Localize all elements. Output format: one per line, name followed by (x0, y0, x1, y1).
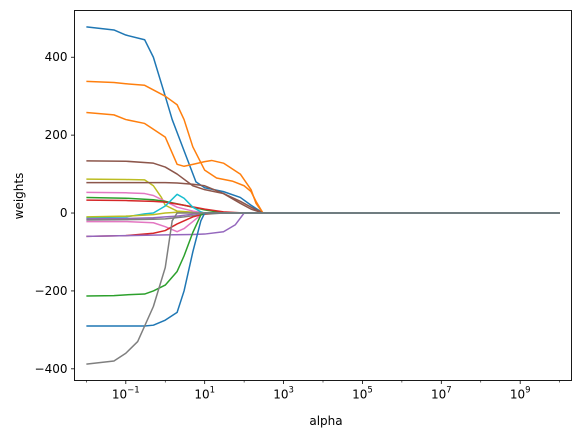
x-tick-label: 101 (194, 386, 215, 402)
series-line-19 (86, 212, 560, 365)
series-line-16 (86, 212, 560, 238)
y-tick-label: 200 (45, 128, 68, 142)
x-axis: 10−1 101 103 105 107 109 (86, 380, 560, 402)
series-line-17 (86, 212, 560, 297)
y-axis: −400 −200 0 200 400 (35, 50, 75, 376)
series-line-4 (86, 160, 560, 214)
y-tick-label: −400 (35, 362, 68, 376)
series-layer (86, 26, 560, 365)
y-tick-label: 400 (45, 50, 68, 64)
x-tick-label: 105 (352, 386, 373, 402)
y-tick-label: −200 (35, 284, 68, 298)
series-line-18 (86, 212, 560, 327)
y-tick-label: 0 (60, 206, 68, 220)
series-line-1 (86, 26, 560, 214)
x-tick-label: 10−1 (112, 386, 140, 402)
x-tick-label: 107 (431, 386, 452, 402)
x-tick-label: 109 (510, 386, 531, 402)
series-line-3 (86, 111, 560, 214)
series-line-6 (86, 181, 560, 214)
x-tick-label: 103 (273, 386, 294, 402)
x-axis-label: alpha (309, 414, 342, 428)
y-axis-label: weights (12, 173, 26, 220)
